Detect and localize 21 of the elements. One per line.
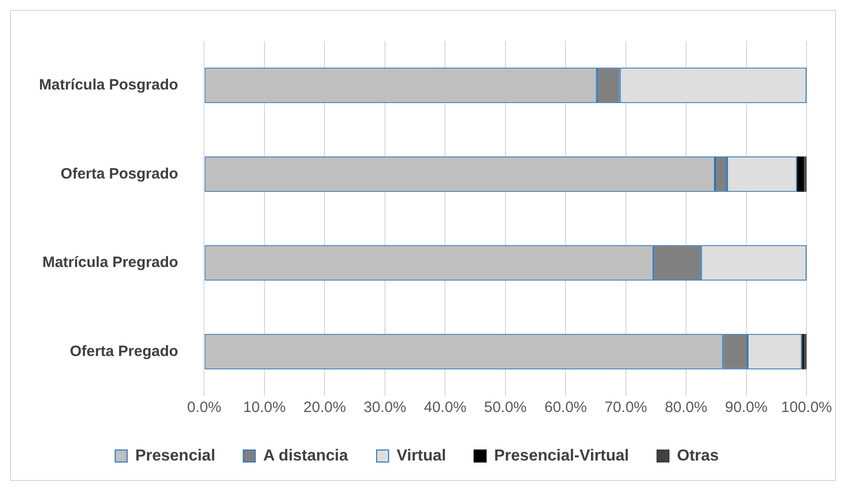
- x-tick-label: 10.0%: [243, 399, 286, 416]
- x-tick-label: 30.0%: [364, 399, 406, 416]
- x-tick-label: 20.0%: [303, 399, 346, 416]
- y-tick-label: Matrícula Posgrado: [38, 76, 178, 94]
- x-tick-label: 70.0%: [604, 399, 648, 416]
- y-tick-label: Matrícula Pregrado: [42, 254, 178, 272]
- x-tick-label: 0.0%: [187, 399, 222, 416]
- legend-label: Otras: [677, 447, 719, 464]
- y-tick-label: Oferta Pregado: [70, 342, 178, 360]
- x-tick-label: 90.0%: [725, 399, 768, 416]
- legend-label: A distancia: [263, 447, 348, 464]
- y-tick-label: Oferta Posgrado: [60, 165, 178, 182]
- x-tick-label: 80.0%: [664, 399, 708, 416]
- legend-label: Presencial-Virtual: [494, 447, 630, 464]
- x-tick-label: 40.0%: [424, 399, 466, 416]
- legend-label: Presencial: [135, 447, 216, 464]
- legend-label: Virtual: [396, 447, 446, 464]
- x-tick-label: 50.0%: [484, 399, 527, 416]
- x-tick-label: 100.0%: [781, 399, 832, 416]
- bar: [796, 156, 805, 192]
- x-tick-label: 60.0%: [544, 399, 587, 416]
